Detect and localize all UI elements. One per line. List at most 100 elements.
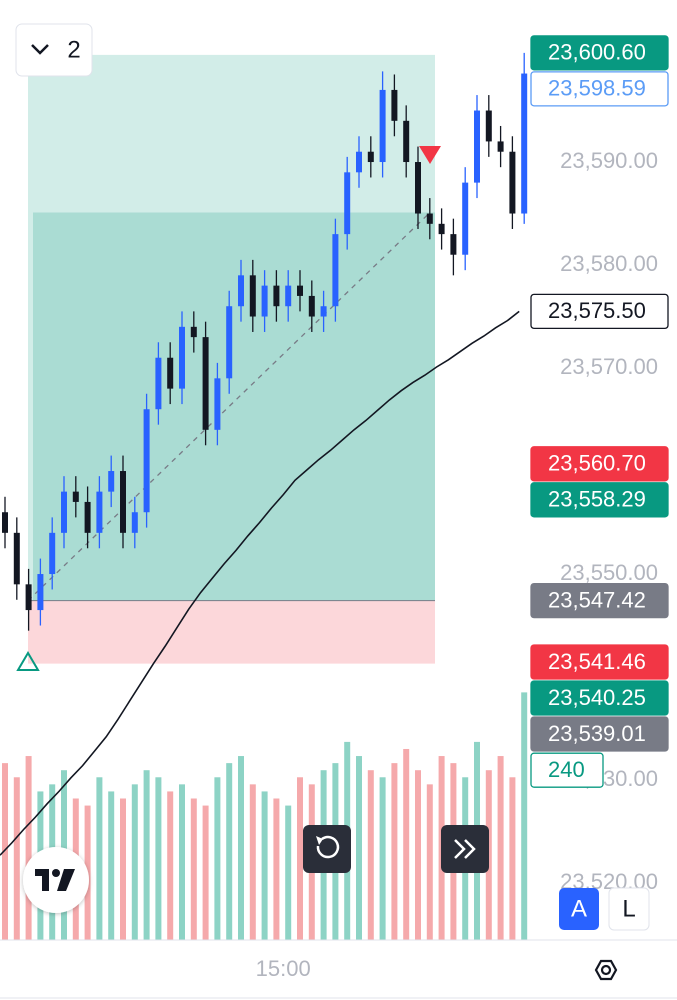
- candle-body: [344, 172, 351, 235]
- volume-bar: [226, 763, 233, 940]
- candle-body: [297, 285, 303, 296]
- settings-button[interactable]: [594, 959, 618, 981]
- candle-body: [415, 162, 421, 214]
- price-tag: [530, 293, 669, 330]
- candle-body: [462, 182, 469, 255]
- price-tag: [530, 582, 669, 619]
- candle-body: [356, 151, 362, 173]
- buy-marker: [16, 651, 40, 671]
- candle-body: [308, 295, 315, 317]
- scroll-forward-button[interactable]: [441, 825, 489, 873]
- price-tag-label: 23,539.01: [548, 721, 646, 746]
- candle-body: [521, 73, 528, 214]
- volume-bar: [521, 692, 528, 940]
- volume-bar: [214, 777, 221, 940]
- price-tag-label: 23,575.50: [548, 298, 646, 323]
- candle-body: [285, 285, 292, 307]
- candle-body: [190, 326, 197, 338]
- candle-body: [49, 532, 56, 575]
- volume-bar: [509, 777, 516, 940]
- interval-label[interactable]: 2: [67, 36, 80, 63]
- candle-body: [249, 275, 256, 317]
- price-tag: [530, 35, 669, 71]
- auto-label[interactable]: A: [571, 895, 587, 922]
- price-tag: [530, 446, 669, 482]
- price-tags: 23,600.60 23,598.59 23,575.50 23,560.70 23,5…: [530, 35, 669, 788]
- volume-bar: [238, 756, 244, 940]
- time-axis: 15:00: [256, 956, 311, 981]
- candle-body: [332, 234, 339, 307]
- volume-bar: [25, 756, 32, 940]
- price-pane: [0, 52, 528, 856]
- volume-bar: [108, 791, 115, 940]
- candle-body: [238, 275, 244, 307]
- volume-bar: [190, 798, 197, 940]
- y-tick-label: 23,570.00: [560, 354, 658, 379]
- candle-body: [2, 512, 8, 533]
- candle-body: [84, 501, 91, 533]
- volume-bar: [96, 777, 103, 940]
- candle-body: [120, 471, 126, 533]
- volume-tag: [530, 752, 604, 788]
- price-tag-label: 23,598.59: [548, 76, 646, 101]
- volume-bar: [367, 770, 374, 940]
- auto-scale-button[interactable]: A: [559, 888, 599, 930]
- interval-button[interactable]: 2: [15, 23, 93, 77]
- candle-body: [320, 306, 327, 317]
- volume-bar: [143, 770, 150, 940]
- candle-body: [72, 491, 79, 502]
- price-tag-label: 23,600.60: [548, 40, 646, 65]
- candle-body: [143, 409, 150, 513]
- candle-body: [37, 574, 44, 611]
- price-tag-label: 23,540.25: [548, 685, 646, 710]
- volume-tag-label: 240: [548, 757, 585, 782]
- volume-bar: [120, 798, 126, 940]
- volume-bar: [167, 791, 174, 940]
- x-tick-label: 15:00: [256, 956, 311, 981]
- price-tag: [530, 716, 669, 752]
- price-tag: [530, 71, 669, 107]
- candle-body: [261, 285, 268, 317]
- price-tag-label: 23,541.46: [548, 649, 646, 674]
- moving-average: [0, 310, 520, 856]
- candle-body: [131, 512, 138, 533]
- volume-bar: [155, 777, 162, 940]
- price-tag: [530, 482, 669, 518]
- volume-bar: [179, 784, 185, 940]
- candle-body: [214, 378, 221, 430]
- candle-body: [367, 151, 374, 163]
- volume-bar: [356, 756, 362, 940]
- volume-bar: [403, 748, 410, 940]
- price-tag: [530, 644, 669, 680]
- y-tick-label: 23,590.00: [560, 148, 658, 173]
- volume-bar: [285, 805, 292, 940]
- log-scale-button[interactable]: L: [608, 887, 650, 931]
- volume-bar: [426, 784, 433, 940]
- logo[interactable]: [23, 847, 89, 913]
- candle-body: [474, 110, 480, 183]
- candle-body: [61, 491, 67, 533]
- price-tag-label: 23,547.42: [548, 587, 646, 612]
- candle-body: [226, 306, 233, 379]
- candle-body: [391, 89, 398, 121]
- candle-body: [108, 471, 115, 492]
- candle-body: [438, 223, 445, 235]
- volume-bar: [297, 777, 303, 940]
- volume-bar: [415, 770, 421, 940]
- trend-dash: [27, 212, 431, 602]
- reset-button[interactable]: [303, 825, 351, 873]
- candle-body: [497, 141, 504, 152]
- candle-body: [179, 326, 185, 389]
- candle-body: [202, 337, 209, 430]
- log-label[interactable]: L: [622, 895, 635, 922]
- profit-zone: [33, 212, 435, 601]
- candle-body: [450, 234, 457, 255]
- candle-body: [167, 357, 174, 389]
- candle-body: [509, 151, 516, 214]
- volume-bar: [273, 798, 280, 940]
- price-tag-label: 23,560.70: [548, 451, 646, 476]
- price-tag-label: 23,558.29: [548, 487, 646, 512]
- candle-body: [426, 213, 433, 224]
- volume-bar: [13, 777, 20, 940]
